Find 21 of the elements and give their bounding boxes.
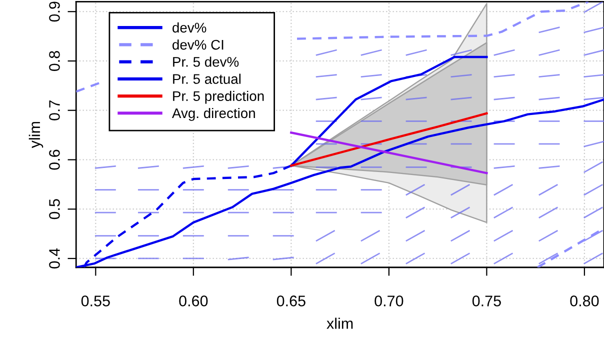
y-tick-label: 0.6 bbox=[49, 150, 60, 170]
legend-label: Pr. 5 actual bbox=[173, 74, 240, 84]
legend-label: dev% CI bbox=[172, 39, 224, 50]
x-tick-label: 0.60 bbox=[179, 296, 208, 306]
y-tick-label: 0.4 bbox=[49, 248, 60, 269]
x-tick-label: 0.70 bbox=[374, 296, 404, 306]
y-tick-label: 0.9 bbox=[49, 2, 60, 22]
x-tick-label: 0.75 bbox=[472, 296, 501, 306]
x-tick-label: 0.65 bbox=[276, 296, 306, 306]
legend-label: Pr. 5 prediction bbox=[173, 90, 264, 104]
y-tick-label: 0.7 bbox=[49, 100, 60, 120]
y-tick-label: 0.5 bbox=[49, 199, 60, 220]
y-tick-label: 0.8 bbox=[49, 51, 60, 71]
line-series bbox=[290, 112, 488, 167]
legend-label: Pr. 5 dev% bbox=[173, 56, 239, 67]
x-axis-title: xlim bbox=[326, 318, 353, 329]
legend-label: Avg. direction bbox=[172, 108, 255, 121]
x-tick-label: 0.80 bbox=[570, 296, 599, 306]
y-axis-title: ylim bbox=[28, 122, 44, 148]
legend-label: dev% bbox=[172, 22, 206, 33]
x-tick-label: 0.55 bbox=[81, 296, 110, 306]
